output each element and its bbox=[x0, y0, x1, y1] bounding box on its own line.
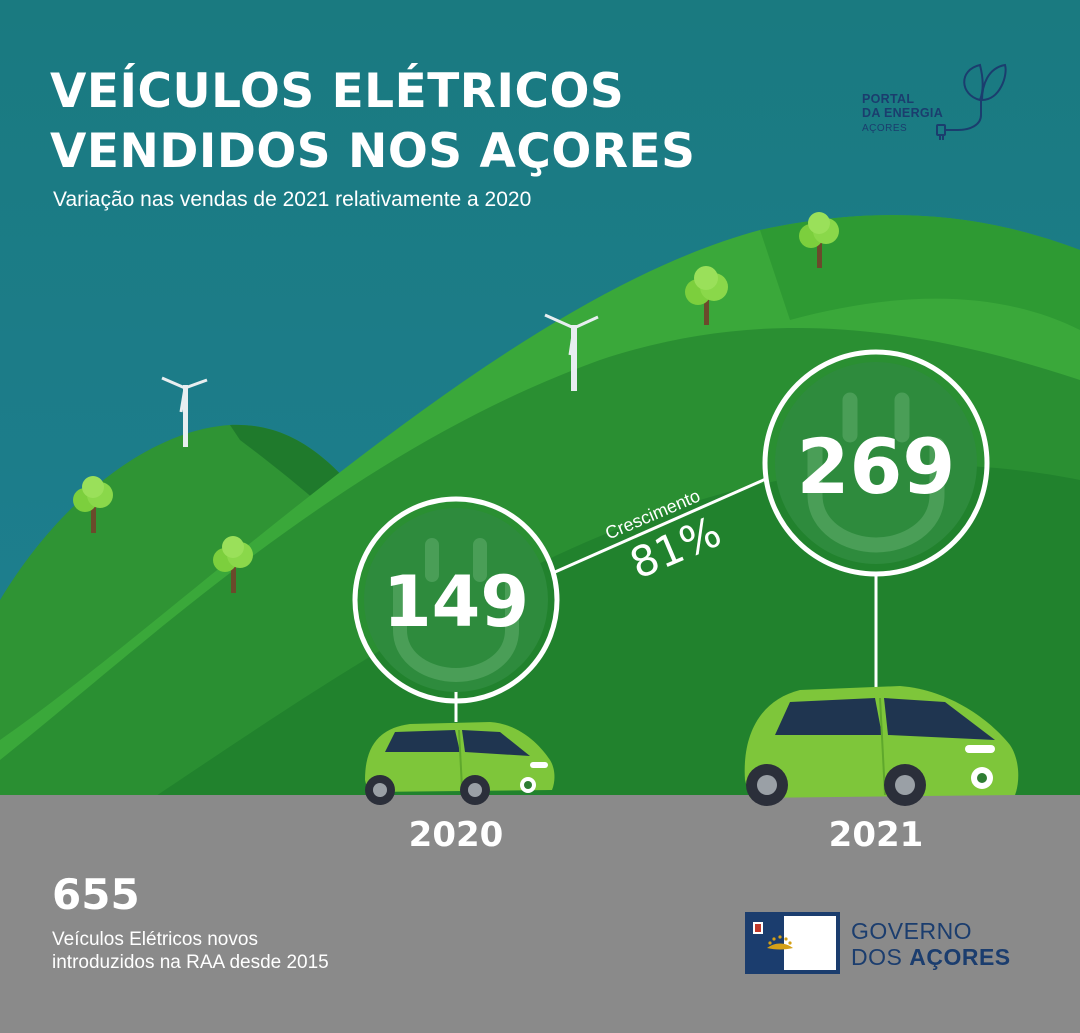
value-2020-text: 149 bbox=[383, 561, 529, 643]
tree-3 bbox=[685, 266, 728, 325]
value-2021-text: 269 bbox=[797, 422, 956, 511]
connector-line bbox=[554, 476, 769, 574]
badge-2021: 269 bbox=[762, 349, 990, 577]
wind-turbine-right bbox=[544, 313, 599, 391]
title-line-2: VENDIDOS NOS AÇORES bbox=[50, 124, 696, 179]
year-2020-label: 2020 bbox=[408, 815, 504, 855]
car-2021 bbox=[744, 686, 1019, 806]
page-title: VEÍCULOS ELÉTRICOS VENDIDOS NOS AÇORES bbox=[50, 62, 695, 182]
title-line-1: VEÍCULOS ELÉTRICOS bbox=[50, 64, 625, 119]
logo-text: PORTAL DA ENERGIA AÇORES bbox=[862, 92, 943, 136]
car-2020 bbox=[365, 722, 555, 805]
governo-line-2-prefix: DOS bbox=[851, 944, 910, 970]
governo-line-1: GOVERNO bbox=[851, 918, 973, 944]
hill-right-back-shade bbox=[760, 215, 1080, 330]
governo-line-2-bold: AÇORES bbox=[909, 944, 1011, 970]
leaf-plug-icon bbox=[936, 63, 1007, 140]
page-subtitle: Variação nas vendas de 2021 relativament… bbox=[53, 188, 532, 211]
wind-turbine-left bbox=[161, 376, 208, 447]
total-vehicles-description: Veículos Elétricos novos introduzidos na… bbox=[52, 928, 372, 974]
road bbox=[0, 795, 1080, 1033]
hill-left-back-shade bbox=[230, 424, 380, 560]
tree-2 bbox=[213, 536, 253, 593]
logo-line-3: AÇORES bbox=[862, 123, 908, 134]
total-vehicles-value: 655 bbox=[52, 870, 140, 919]
governo-acores-logo: GOVERNO DOS AÇORES bbox=[745, 912, 1045, 976]
logo-line-2: DA ENERGIA bbox=[862, 106, 944, 120]
badge-2020: 149 bbox=[352, 496, 560, 704]
total-desc-line-1: Veículos Elétricos novos bbox=[52, 929, 258, 950]
year-2021-label: 2021 bbox=[828, 815, 924, 855]
tree-1 bbox=[73, 476, 113, 533]
portal-energia-logo: PORTAL DA ENERGIA AÇORES bbox=[860, 60, 1020, 150]
total-desc-line-2: introduzidos na RAA desde 2015 bbox=[52, 952, 329, 973]
tree-4 bbox=[799, 212, 839, 268]
logo-line-1: PORTAL bbox=[862, 92, 915, 106]
azores-flag-icon bbox=[745, 912, 840, 974]
governo-text: GOVERNO DOS AÇORES bbox=[851, 918, 1011, 970]
